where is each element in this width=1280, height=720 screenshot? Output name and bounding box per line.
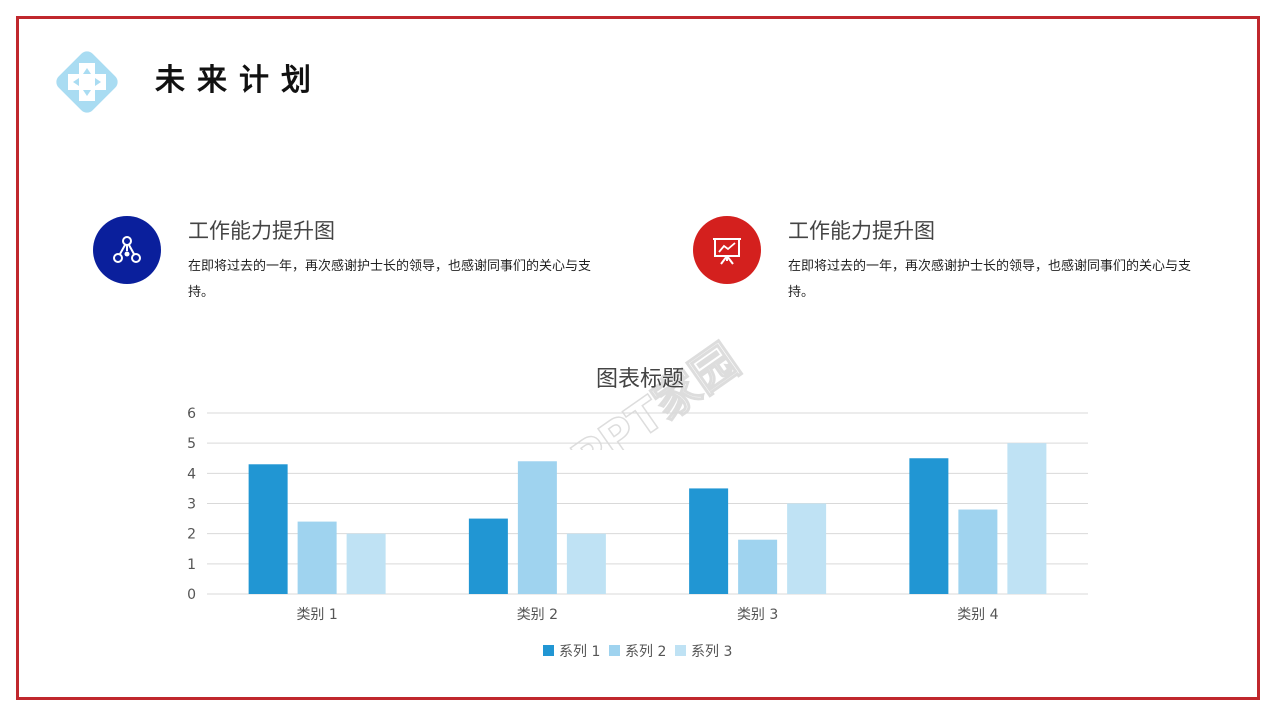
x-tick-label: 类别 2	[517, 607, 558, 623]
y-tick-label: 0	[187, 587, 196, 603]
legend-swatch	[543, 645, 554, 656]
bar	[738, 539, 778, 594]
bar	[958, 509, 998, 594]
legend-label: 系列 1	[559, 644, 600, 660]
feature-card-1: 工作能力提升图 在即将过去的一年，再次感谢护士长的领导，也感谢同事们的关心与支持…	[93, 216, 591, 316]
legend-swatch	[675, 645, 686, 656]
bar	[346, 533, 386, 594]
y-tick-label: 1	[187, 557, 196, 573]
y-tick-label: 3	[187, 497, 196, 513]
feature-card-2: 工作能力提升图 在即将过去的一年，再次感谢护士长的领导，也感谢同事们的关心与支持…	[693, 216, 1191, 316]
x-tick-label: 类别 4	[957, 607, 998, 623]
y-tick-label: 6	[187, 406, 196, 422]
feature-description: 在即将过去的一年，再次感谢护士长的领导，也感谢同事们的关心与支持。	[788, 259, 1192, 300]
bar	[1007, 443, 1047, 594]
medical-cross-diamond-icon	[46, 41, 128, 123]
bar	[517, 461, 557, 594]
legend-swatch	[609, 645, 620, 656]
bar	[689, 488, 729, 594]
page-title: 未来计划	[155, 63, 323, 98]
feature-description: 在即将过去的一年，再次感谢护士长的领导，也感谢同事们的关心与支持。	[188, 259, 592, 300]
feature-title: 工作能力提升图	[188, 219, 335, 243]
x-tick-label: 类别 3	[737, 607, 778, 623]
bar	[566, 533, 606, 594]
network-nodes-icon	[93, 216, 161, 284]
y-tick-label: 4	[187, 466, 196, 482]
bar	[787, 503, 827, 594]
y-tick-label: 2	[187, 527, 196, 543]
legend-label: 系列 3	[691, 644, 732, 660]
presentation-board-icon	[693, 216, 761, 284]
bar	[468, 518, 508, 594]
watermark-logo: PPT家园	[561, 333, 750, 450]
feature-title: 工作能力提升图	[788, 219, 935, 243]
bar	[248, 464, 288, 594]
legend-label: 系列 2	[625, 644, 666, 660]
bar	[297, 521, 337, 594]
x-tick-label: 类别 1	[296, 607, 337, 623]
slide-frame	[16, 16, 1260, 700]
bar	[909, 458, 949, 594]
y-tick-label: 5	[187, 436, 196, 452]
chart-title: 图表标题	[596, 367, 684, 392]
